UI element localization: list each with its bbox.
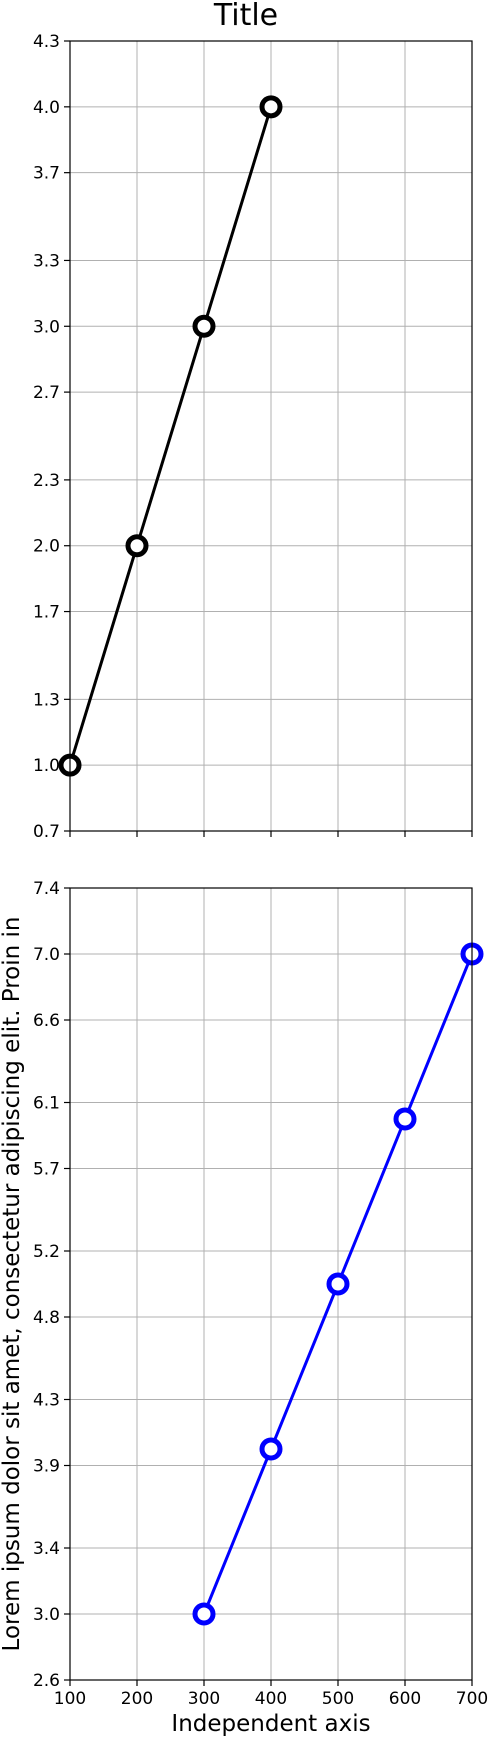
bottom-x-tick-label: 400 — [255, 1689, 287, 1709]
bottom-x-tick-label: 600 — [389, 1689, 421, 1709]
bottom-data-point — [259, 1437, 283, 1461]
top-chart: Title 0.7 1.0 1.3 1.7 2.0 2.3 2.7 3.0 3.3 3.7 4.0 4… — [33, 0, 473, 842]
top-y-tick-label: 3.7 — [33, 164, 60, 184]
bottom-x-tick-label: 100 — [54, 1689, 86, 1709]
bottom-y-tick-label: 6.6 — [33, 1011, 60, 1031]
top-data-point — [259, 95, 283, 119]
bottom-chart-series — [192, 942, 484, 1626]
bottom-x-tick-label: 700 — [456, 1689, 488, 1709]
top-y-tick-label: 4.3 — [33, 32, 60, 52]
top-y-tick-label: 2.7 — [33, 383, 60, 403]
bottom-chart-x-axis-label: Independent axis — [171, 1711, 370, 1737]
top-y-tick-label: 1.0 — [33, 756, 60, 776]
top-y-tick-label: 3.3 — [33, 251, 60, 271]
bottom-chart-ticks: 100 200 300 400 500 600 700 2.6 3.0 3.4 3.9 4.3 4.8 5… — [33, 879, 488, 1709]
bottom-y-tick-label: 4.3 — [33, 1391, 60, 1411]
top-data-point — [125, 534, 149, 558]
bottom-data-point — [393, 1107, 417, 1131]
top-chart-frame — [69, 40, 473, 832]
top-chart-title: Title — [213, 0, 278, 33]
bottom-y-tick-label: 2.6 — [33, 1671, 60, 1691]
top-chart-series — [58, 95, 283, 777]
top-y-tick-label: 2.0 — [33, 537, 60, 557]
bottom-chart: 100 200 300 400 500 600 700 2.6 3.0 3.4 3.9 4.3 4.8 5… — [0, 879, 488, 1737]
bottom-y-tick-label: 6.1 — [33, 1094, 60, 1114]
bottom-y-tick-label: 5.2 — [33, 1242, 60, 1262]
bottom-x-tick-label: 500 — [322, 1689, 354, 1709]
bottom-y-tick-label: 3.9 — [33, 1457, 60, 1477]
bottom-x-tick-label: 200 — [121, 1689, 153, 1709]
top-y-tick-label: 0.7 — [33, 822, 60, 842]
bottom-data-point — [326, 1272, 350, 1296]
top-series-line — [68, 106, 273, 766]
top-y-tick-label: 1.3 — [33, 690, 60, 710]
top-y-tick-label: 2.3 — [33, 471, 60, 491]
bottom-y-tick-label: 7.0 — [33, 945, 60, 965]
bottom-y-tick-label: 7.4 — [33, 879, 60, 899]
top-chart-ticks: 0.7 1.0 1.3 1.7 2.0 2.3 2.7 3.0 3.3 3.7 4.0 4.3 — [33, 32, 473, 842]
bottom-x-tick-label: 300 — [188, 1689, 220, 1709]
bottom-chart-frame — [69, 887, 473, 1681]
bottom-y-tick-label: 3.4 — [33, 1539, 60, 1559]
top-y-tick-label: 4.0 — [33, 98, 60, 118]
bottom-data-point — [192, 1602, 216, 1626]
bottom-y-tick-label: 4.8 — [33, 1308, 60, 1328]
bottom-y-tick-label: 3.0 — [33, 1605, 60, 1625]
top-y-tick-label: 3.0 — [33, 317, 60, 337]
bottom-chart-y-axis-label: Lorem ipsum dolor sit amet, consectetur … — [0, 917, 25, 1652]
bottom-y-tick-label: 5.7 — [33, 1160, 60, 1180]
top-y-tick-label: 1.7 — [33, 603, 60, 623]
top-data-point — [192, 314, 216, 338]
